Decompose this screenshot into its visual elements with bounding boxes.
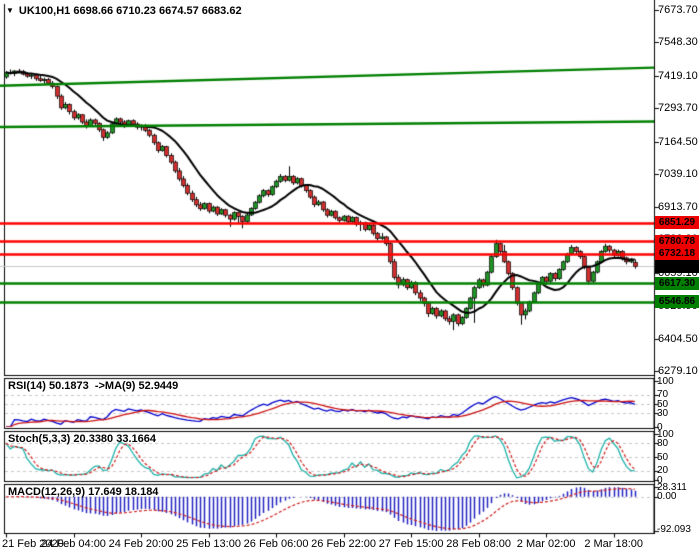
rsi-indicator-label: RSI(14) 50.1873 ->MA(9) 52.9449 bbox=[8, 380, 179, 392]
symbol-dropdown-icon[interactable]: ▼ bbox=[6, 6, 14, 15]
macd-indicator-label: MACD(12,26,9) 17.649 18.184 bbox=[8, 486, 159, 498]
symbol-label: UK100,H1 bbox=[18, 5, 71, 17]
quote-ohlc-values: 6698.66 6710.23 6674.57 6683.62 bbox=[73, 5, 242, 17]
stochastic-indicator-label: Stoch(5,3,3) 20.3380 33.1664 bbox=[8, 433, 156, 445]
symbol-header: ▼ UK100,H1 6698.66 6710.23 6674.57 6683.6… bbox=[6, 5, 242, 17]
